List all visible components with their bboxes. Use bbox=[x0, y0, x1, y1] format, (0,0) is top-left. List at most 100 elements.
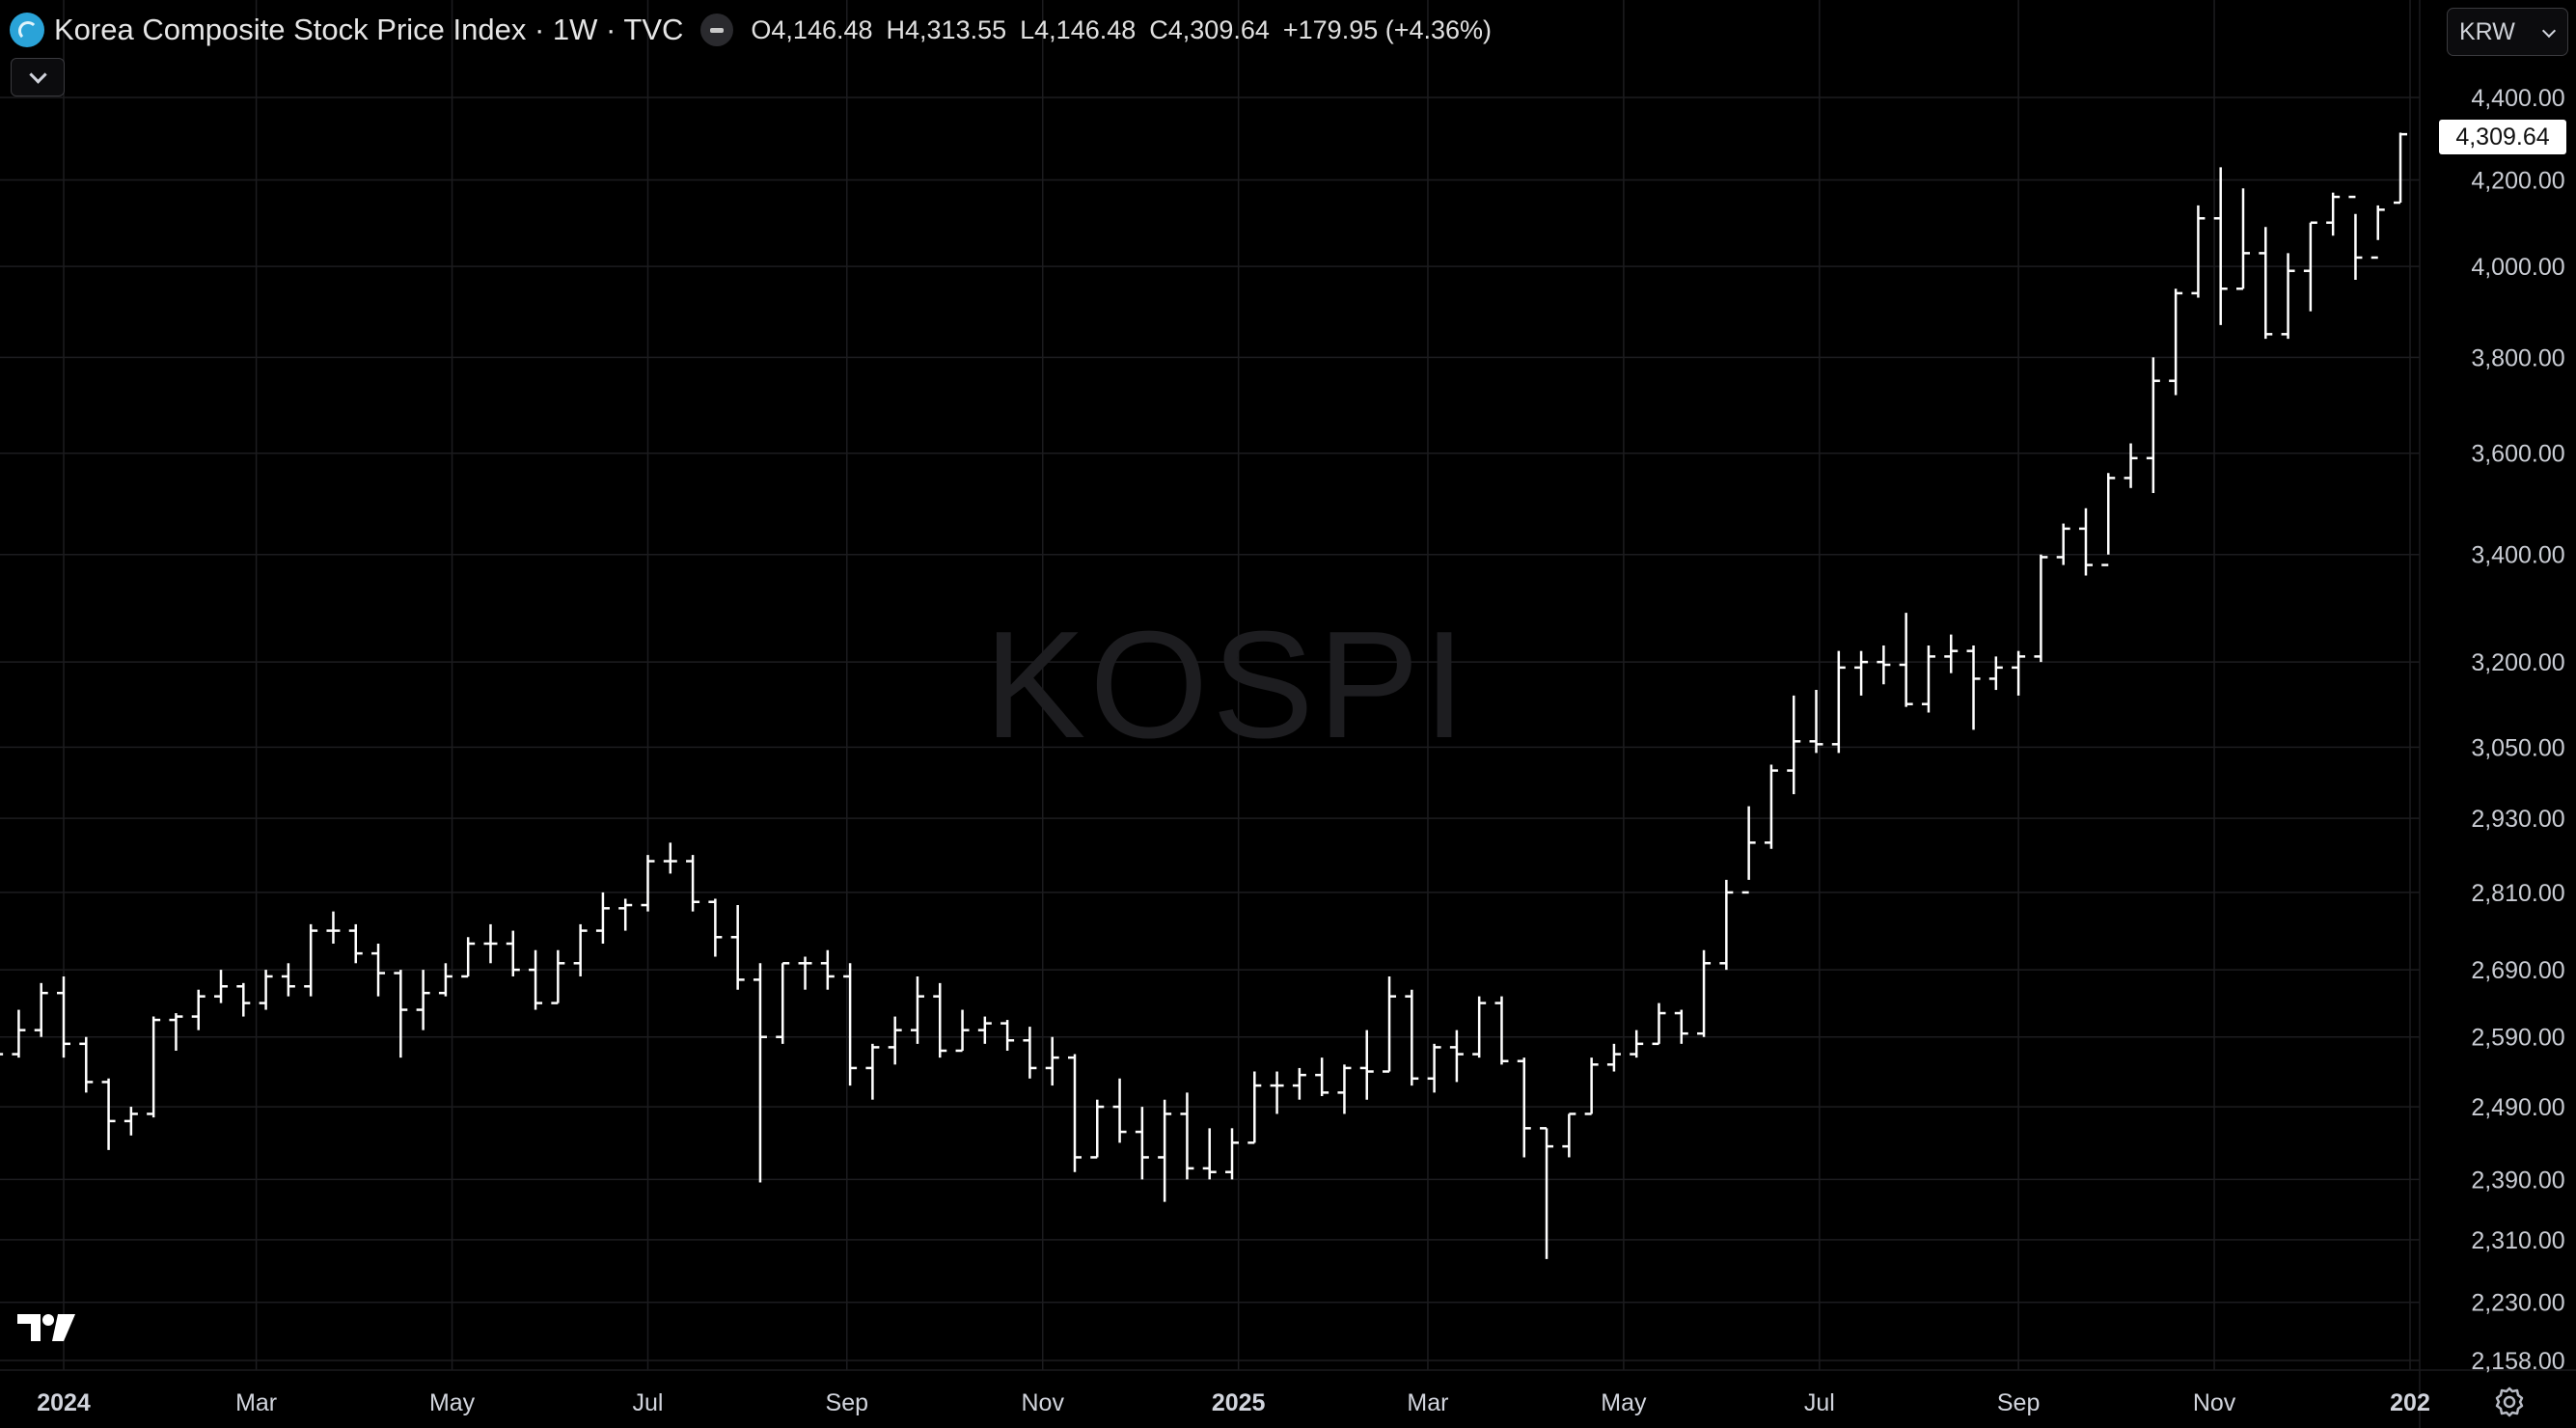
ohlc-bar bbox=[1652, 1002, 1666, 1046]
ohlc-bar bbox=[910, 975, 924, 1044]
time-tick-label: 202 bbox=[2390, 1389, 2430, 1416]
ohlc-bar bbox=[348, 923, 363, 964]
time-tick-label: Sep bbox=[1997, 1389, 2040, 1416]
ohlc-bar bbox=[776, 962, 790, 1044]
ohlc-bar bbox=[1135, 1107, 1149, 1180]
ohlc-bar bbox=[304, 923, 318, 997]
time-tick-label: Nov bbox=[2193, 1389, 2236, 1416]
price-tick-label: 2,930.00 bbox=[2471, 806, 2564, 833]
ohlc-bar bbox=[1023, 1027, 1037, 1079]
price-tick-label: 3,050.00 bbox=[2471, 734, 2564, 761]
price-tick-label: 4,400.00 bbox=[2471, 85, 2564, 112]
ohlc-bar bbox=[1854, 650, 1869, 696]
ohlc-bar bbox=[506, 930, 520, 976]
ohlc-bar bbox=[595, 892, 610, 944]
ohlc-bar bbox=[1202, 1128, 1217, 1180]
ohlc-bar bbox=[1383, 975, 1397, 1073]
ohlc-bar bbox=[1764, 764, 1778, 849]
ohlc-bar bbox=[1292, 1067, 1306, 1100]
price-axis[interactable]: 4,400.00 4,200.00 4,000.00 3,800.00 3,600.00… bbox=[2471, 85, 2564, 1375]
price-tick-label: 2,390.00 bbox=[2471, 1167, 2564, 1194]
price-tick-label: 3,800.00 bbox=[2471, 344, 2564, 371]
time-tick-label: May bbox=[1601, 1389, 1647, 1416]
gear-icon[interactable] bbox=[2491, 1384, 2528, 1420]
ohlc-bar bbox=[2034, 554, 2048, 663]
ohlc-bar bbox=[2394, 132, 2408, 205]
ohlc-bar bbox=[2281, 253, 2295, 340]
price-tick-label: 3,400.00 bbox=[2471, 542, 2564, 569]
price-tick-label: 2,690.00 bbox=[2471, 957, 2564, 984]
ohlc-bar bbox=[1877, 645, 1891, 685]
ohlc-bar bbox=[2370, 205, 2385, 260]
ohlc-bar bbox=[2078, 508, 2093, 576]
symbol-title[interactable]: Korea Composite Stock Price Index · 1W ·… bbox=[54, 13, 684, 46]
ohlc-bar bbox=[1630, 1030, 1644, 1058]
ohlc-bar bbox=[12, 1009, 26, 1058]
ohlc-bar bbox=[888, 1016, 902, 1065]
time-tick-label: Jul bbox=[633, 1389, 664, 1416]
ohlc-bar bbox=[259, 970, 273, 1010]
ohlc-bar bbox=[1337, 1064, 1352, 1114]
price-tick-label: 2,158.00 bbox=[2471, 1348, 2564, 1375]
ohlc-bar bbox=[438, 963, 452, 997]
ohlc-bar bbox=[2191, 205, 2206, 298]
ohlc-bar bbox=[1449, 1030, 1464, 1083]
legend-low: L4,146.48 bbox=[1020, 14, 1137, 44]
time-axis[interactable]: 2024 Mar May Jul Sep Nov 2025 Mar May Jul Sep Nov 20… bbox=[37, 1389, 2430, 1416]
ohlc-bars bbox=[0, 132, 2408, 1259]
market-status-icon[interactable] bbox=[700, 14, 734, 46]
ohlc-bar bbox=[618, 898, 633, 931]
ohlc-bar bbox=[2146, 357, 2160, 494]
time-tick-label: Mar bbox=[235, 1389, 277, 1416]
ohlc-bar bbox=[1921, 645, 1935, 713]
ohlc-bar bbox=[2012, 650, 2026, 696]
ohlc-bar bbox=[281, 963, 295, 997]
ohlc-bar bbox=[191, 989, 206, 1030]
ohlc-bar bbox=[2056, 523, 2070, 565]
price-tick-label: 3,200.00 bbox=[2471, 649, 2564, 676]
ohlc-bar bbox=[416, 970, 430, 1030]
price-tick-label: 4,000.00 bbox=[2471, 254, 2564, 281]
ohlc-bar bbox=[1584, 1057, 1599, 1115]
ohlc-bar bbox=[663, 842, 677, 874]
currency-select[interactable]: KRW bbox=[2447, 8, 2568, 56]
tradingview-logo-icon[interactable] bbox=[15, 1312, 77, 1345]
ohlc-bar bbox=[551, 949, 565, 1004]
ohlc-bar bbox=[371, 943, 386, 997]
ohlc-bar bbox=[1247, 1071, 1262, 1144]
ohlc-bar bbox=[1494, 996, 1509, 1065]
ohlc-bar bbox=[1787, 695, 1801, 795]
ohlc-bar bbox=[214, 970, 229, 1003]
ohlc-bar bbox=[394, 970, 408, 1058]
chevron-down-icon bbox=[2541, 23, 2557, 39]
ohlc-bar bbox=[1067, 1054, 1082, 1172]
time-tick-label: Nov bbox=[1021, 1389, 1064, 1416]
ohlc-bar bbox=[1809, 690, 1823, 754]
ohlc-bar bbox=[1741, 806, 1756, 894]
ohlc-bar bbox=[708, 898, 723, 957]
ohlc-bar bbox=[147, 1016, 161, 1118]
legend-close: C4,309.64 bbox=[1149, 14, 1270, 44]
ohlc-bar bbox=[2235, 188, 2250, 290]
ohlc-bar bbox=[1000, 1020, 1015, 1051]
ohlc-bar bbox=[798, 956, 812, 990]
legend-high: H4,313.55 bbox=[886, 14, 1007, 44]
kospi-logo-icon[interactable] bbox=[10, 13, 44, 47]
legend-collapse-button[interactable] bbox=[11, 58, 65, 96]
ohlc-bar bbox=[1697, 949, 1712, 1037]
ohlc-bar bbox=[955, 1009, 970, 1053]
ohlc-bar bbox=[1988, 656, 2003, 691]
price-tick-label: 2,490.00 bbox=[2471, 1094, 2564, 1121]
ohlc-bar bbox=[1112, 1078, 1127, 1143]
ohlc-bar bbox=[1405, 989, 1419, 1086]
ohlc-bar bbox=[101, 1078, 116, 1150]
ohlc-bar bbox=[34, 982, 48, 1037]
ohlc-bar bbox=[865, 1043, 880, 1100]
legend-open: O4,146.48 bbox=[751, 14, 873, 44]
ohlc-bar bbox=[529, 949, 543, 1010]
ohlc-bar bbox=[2348, 195, 2363, 280]
ohlc-bar bbox=[57, 975, 70, 1058]
ohlc-bar bbox=[1606, 1043, 1621, 1072]
ohlc-bar bbox=[2169, 288, 2183, 396]
